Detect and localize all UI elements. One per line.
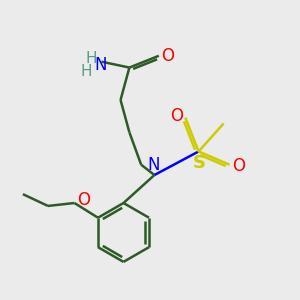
Text: S: S bbox=[193, 154, 206, 172]
Text: O: O bbox=[77, 191, 90, 209]
Text: H: H bbox=[85, 51, 97, 66]
Text: O: O bbox=[232, 157, 245, 175]
Text: O: O bbox=[161, 47, 174, 65]
Text: O: O bbox=[170, 107, 183, 125]
Text: N: N bbox=[94, 56, 107, 74]
Text: N: N bbox=[148, 156, 161, 174]
Text: H: H bbox=[81, 64, 92, 79]
